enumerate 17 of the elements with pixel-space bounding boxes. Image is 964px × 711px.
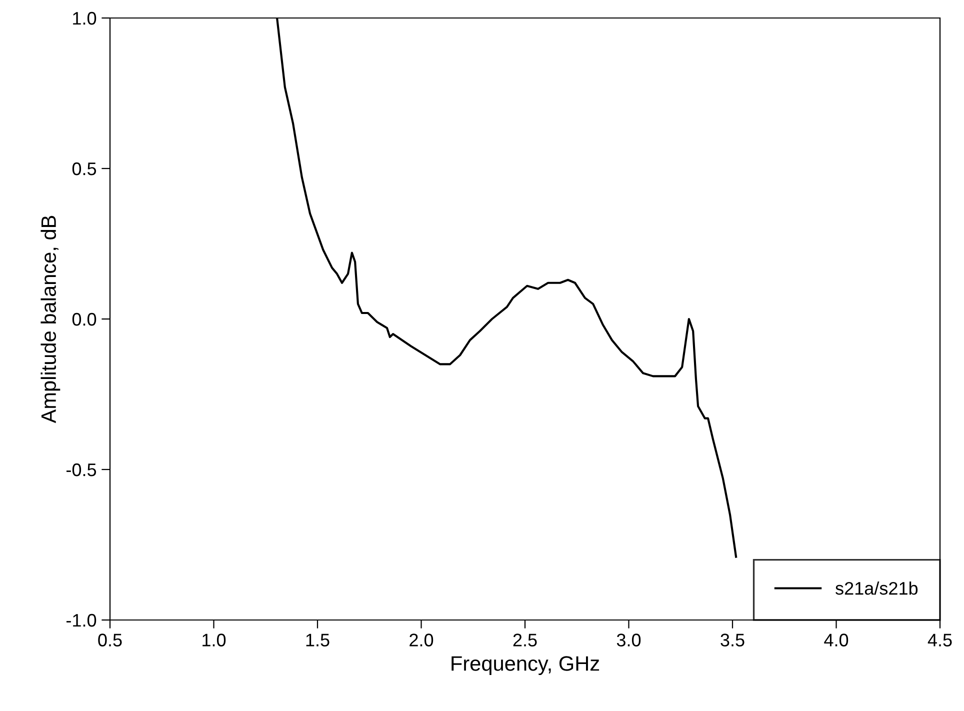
x-tick-label: 0.5 xyxy=(98,634,122,646)
x-tick-label: 2.5 xyxy=(513,634,537,646)
x-tick-label: 4.5 xyxy=(928,634,952,646)
y-tick-label: 0.0 xyxy=(72,312,96,326)
x-tick-label: 3.0 xyxy=(616,634,641,646)
x-axis-title: Frequency, GHz xyxy=(452,656,600,675)
x-tick-label: 1.0 xyxy=(202,634,226,646)
y-tick-label: -1.0 xyxy=(66,614,96,627)
x-tick-label: 2.0 xyxy=(410,634,434,646)
y-axis-title: Amplitude balance, dB xyxy=(40,216,60,424)
x-tick-label: 3.5 xyxy=(720,634,744,646)
y-tick-label: 1.0 xyxy=(73,12,96,25)
y-tick-label: 0.5 xyxy=(72,162,96,176)
x-tick-label: 4.0 xyxy=(824,634,848,646)
y-tick-label: -0.5 xyxy=(66,463,96,476)
x-tick-label: 1.5 xyxy=(306,634,330,646)
legend-label: s21a/s21b xyxy=(836,582,918,595)
